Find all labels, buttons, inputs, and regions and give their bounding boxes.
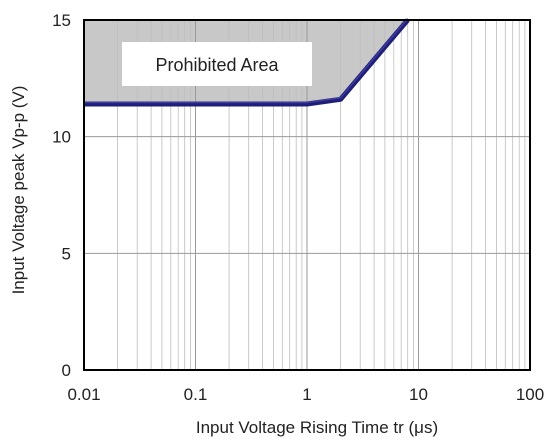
plot-frame	[83, 19, 531, 371]
boundary-series-line	[84, 18, 410, 107]
x-axis-label: Input Voltage Rising Time tr (μs)	[196, 418, 438, 437]
prohibited-area-label-box	[122, 42, 312, 86]
x-tick-label: 0.01	[67, 385, 100, 404]
y-axis-label: Input Voltage peak Vp-p (V)	[9, 86, 28, 295]
boundary-series-highlight	[84, 18, 409, 104]
y-tick-label: 0	[62, 361, 71, 380]
x-tick-label: 0.1	[184, 385, 208, 404]
x-tick-label: 100	[516, 385, 544, 404]
x-tick-label: 10	[409, 385, 428, 404]
y-tick-label: 15	[52, 11, 71, 30]
x-tick-label: 1	[302, 385, 311, 404]
prohibited-area-label: Prohibited Area	[155, 55, 279, 75]
y-tick-label: 10	[52, 128, 71, 147]
y-tick-label: 5	[62, 244, 71, 263]
